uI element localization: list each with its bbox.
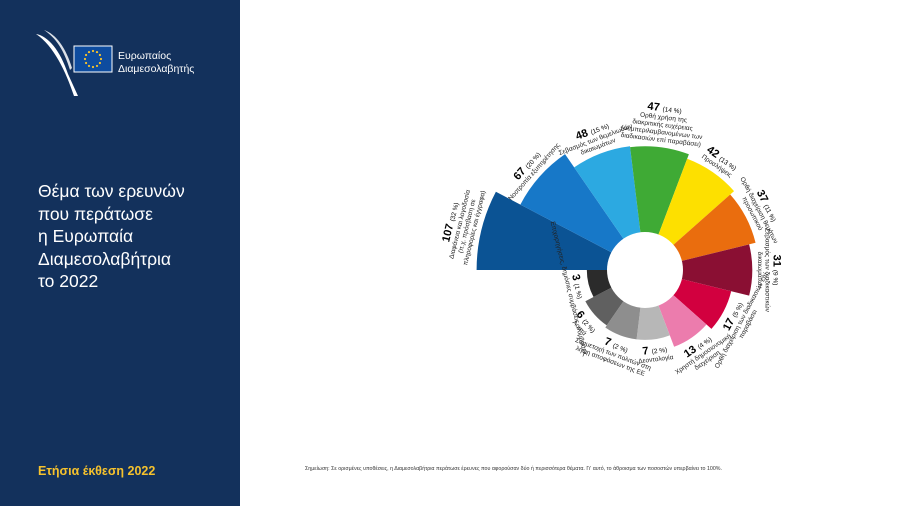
sidebar: Ευρωπαίος Διαμεσολαβητής Θέμα των ερευνώ… bbox=[0, 0, 240, 506]
chart-bar-2 bbox=[520, 154, 625, 254]
title-line-5: το 2022 bbox=[38, 271, 99, 291]
logo-title: Ευρωπαίος Διαμεσολαβητής bbox=[118, 50, 194, 76]
eu-star-icon bbox=[87, 50, 91, 54]
title-line-3: η Ευρωπαία bbox=[38, 226, 134, 246]
chart-bar-5 bbox=[657, 158, 735, 247]
annual-report-label: Ετήσια έκθεση 2022 bbox=[38, 464, 156, 478]
chart-value-label: 31 (9 %) bbox=[770, 255, 782, 286]
chart-bar-12 bbox=[585, 286, 625, 326]
eu-star-icon bbox=[99, 57, 103, 61]
chart-bar-7 bbox=[679, 244, 753, 296]
ombudsman-logo-icon bbox=[36, 30, 113, 96]
eu-star-icon bbox=[95, 64, 99, 68]
chart-value-label: 7 (2 %) bbox=[642, 343, 668, 358]
eu-star-icon bbox=[91, 49, 95, 53]
eu-star-icon bbox=[95, 50, 99, 54]
chart-bar-10 bbox=[636, 303, 670, 340]
title-line-2: που περάτωσε bbox=[38, 203, 153, 224]
eu-star-icon bbox=[84, 53, 88, 57]
eu-star-icon bbox=[87, 64, 91, 68]
footnote: Σημείωση: Σε ορισμένες υποθέσεις, η Διαμ… bbox=[305, 466, 722, 472]
chart-value-label: 107 (32 %) bbox=[440, 201, 461, 243]
polar-bar-chart: 107 (32 %)Διαφάνεια και λογοδοσία(π.χ. π… bbox=[440, 100, 783, 378]
chart-bar-4 bbox=[630, 146, 689, 237]
chart-bar-11 bbox=[605, 299, 641, 340]
logo-title-line1: Ευρωπαίος bbox=[118, 50, 172, 62]
logo-title-line2: Διαμεσολαβητής bbox=[118, 63, 195, 75]
chart-center-hole bbox=[607, 232, 683, 308]
chart-bar-1 bbox=[476, 191, 614, 270]
chart-bar-6 bbox=[671, 194, 756, 262]
page-title: Θέμα των ερευνών που περάτωσε η Ευρωπαία… bbox=[38, 180, 238, 293]
chart-value-label: 3 (1 %) bbox=[569, 273, 587, 300]
chart-value-label: 47 (14 %) bbox=[647, 100, 683, 116]
eu-star-icon bbox=[91, 65, 95, 69]
chart-bar-8 bbox=[671, 278, 732, 329]
eu-star-icon bbox=[84, 61, 88, 65]
eu-star-icon bbox=[98, 61, 102, 65]
title-line-4: Διαμεσολαβήτρια bbox=[38, 248, 172, 269]
chart-category-label: Σεβασμός των διαδικαστικών bbox=[763, 228, 771, 312]
chart-bar-9 bbox=[657, 293, 707, 347]
chart-label-7: 31 (9 %)Σεβασμός των διαδικαστικώνδικαιω… bbox=[756, 228, 783, 312]
chart-category-label: δικαιωμάτων bbox=[756, 252, 764, 289]
title-line-1: Θέμα των ερευνών bbox=[38, 181, 185, 201]
eu-star-icon bbox=[98, 53, 102, 57]
eu-star-icon bbox=[83, 57, 87, 61]
chart-bar-3 bbox=[574, 146, 641, 241]
chart-bar-13 bbox=[586, 270, 614, 298]
